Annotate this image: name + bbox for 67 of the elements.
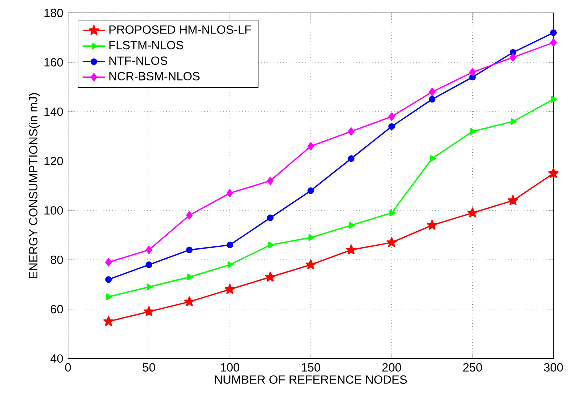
- point: [144, 306, 154, 317]
- point: [146, 284, 154, 291]
- point: [184, 296, 195, 307]
- y-tick-label: 160: [44, 58, 64, 67]
- legend-label: NTF-NLOS: [110, 56, 168, 66]
- y-tick-label: 100: [44, 206, 64, 216]
- x-tick-label: 300: [544, 364, 564, 372]
- legend-label: PROPOSED HM-NLOS-LF: [110, 26, 252, 34]
- point: [224, 284, 236, 294]
- x-tick-label: 100: [221, 364, 240, 372]
- y-tick-label: 40: [50, 354, 64, 364]
- point: [308, 188, 314, 194]
- point: [226, 189, 234, 198]
- point: [551, 96, 558, 104]
- point: [430, 156, 436, 162]
- x-tick-label: 0: [65, 364, 72, 372]
- x-tick-label: 200: [382, 364, 402, 372]
- x-tick-label: 150: [302, 364, 320, 372]
- x-tick-label: 250: [463, 364, 482, 372]
- point: [470, 68, 476, 77]
- y-tick-label: 180: [44, 9, 64, 18]
- point: [429, 96, 436, 104]
- point: [348, 128, 355, 136]
- point: [306, 260, 316, 270]
- point: [390, 210, 396, 217]
- point: [511, 118, 518, 126]
- point: [186, 212, 193, 220]
- point: [427, 220, 438, 230]
- point: [226, 242, 234, 249]
- point: [308, 142, 314, 151]
- x-axis-title: NUMBER OF REFERENCE NODES: [215, 376, 408, 384]
- point: [106, 294, 113, 301]
- point: [146, 262, 152, 268]
- x-tick-label: 50: [143, 364, 156, 372]
- point: [265, 272, 276, 282]
- point: [186, 247, 193, 254]
- point: [349, 222, 356, 230]
- point: [388, 112, 396, 122]
- legend-label: FLSTM-NLOS: [110, 41, 184, 50]
- point: [548, 168, 559, 178]
- point: [348, 156, 355, 162]
- point: [468, 208, 478, 218]
- point: [550, 38, 557, 48]
- point: [146, 246, 152, 254]
- point: [508, 196, 518, 206]
- y-tick-label: 60: [51, 305, 64, 314]
- point: [104, 316, 114, 326]
- point: [550, 30, 557, 36]
- point: [105, 276, 112, 284]
- point: [346, 244, 357, 255]
- point: [106, 258, 112, 267]
- point: [267, 214, 274, 222]
- point: [510, 54, 516, 62]
- point: [386, 237, 398, 248]
- y-tick-label: 140: [44, 108, 64, 116]
- point: [267, 177, 274, 186]
- point: [187, 274, 194, 281]
- point: [268, 242, 274, 249]
- point: [429, 88, 436, 96]
- y-tick-label: 80: [50, 256, 64, 264]
- point: [388, 124, 396, 130]
- y-axis-title: ENERGY CONSUMPTIONS(in mJ): [28, 94, 40, 278]
- y-tick-label: 120: [44, 157, 64, 166]
- point: [228, 262, 234, 269]
- point: [470, 128, 477, 136]
- point: [308, 234, 315, 242]
- legend-label: NCR-BSM-NLOS: [110, 72, 200, 81]
